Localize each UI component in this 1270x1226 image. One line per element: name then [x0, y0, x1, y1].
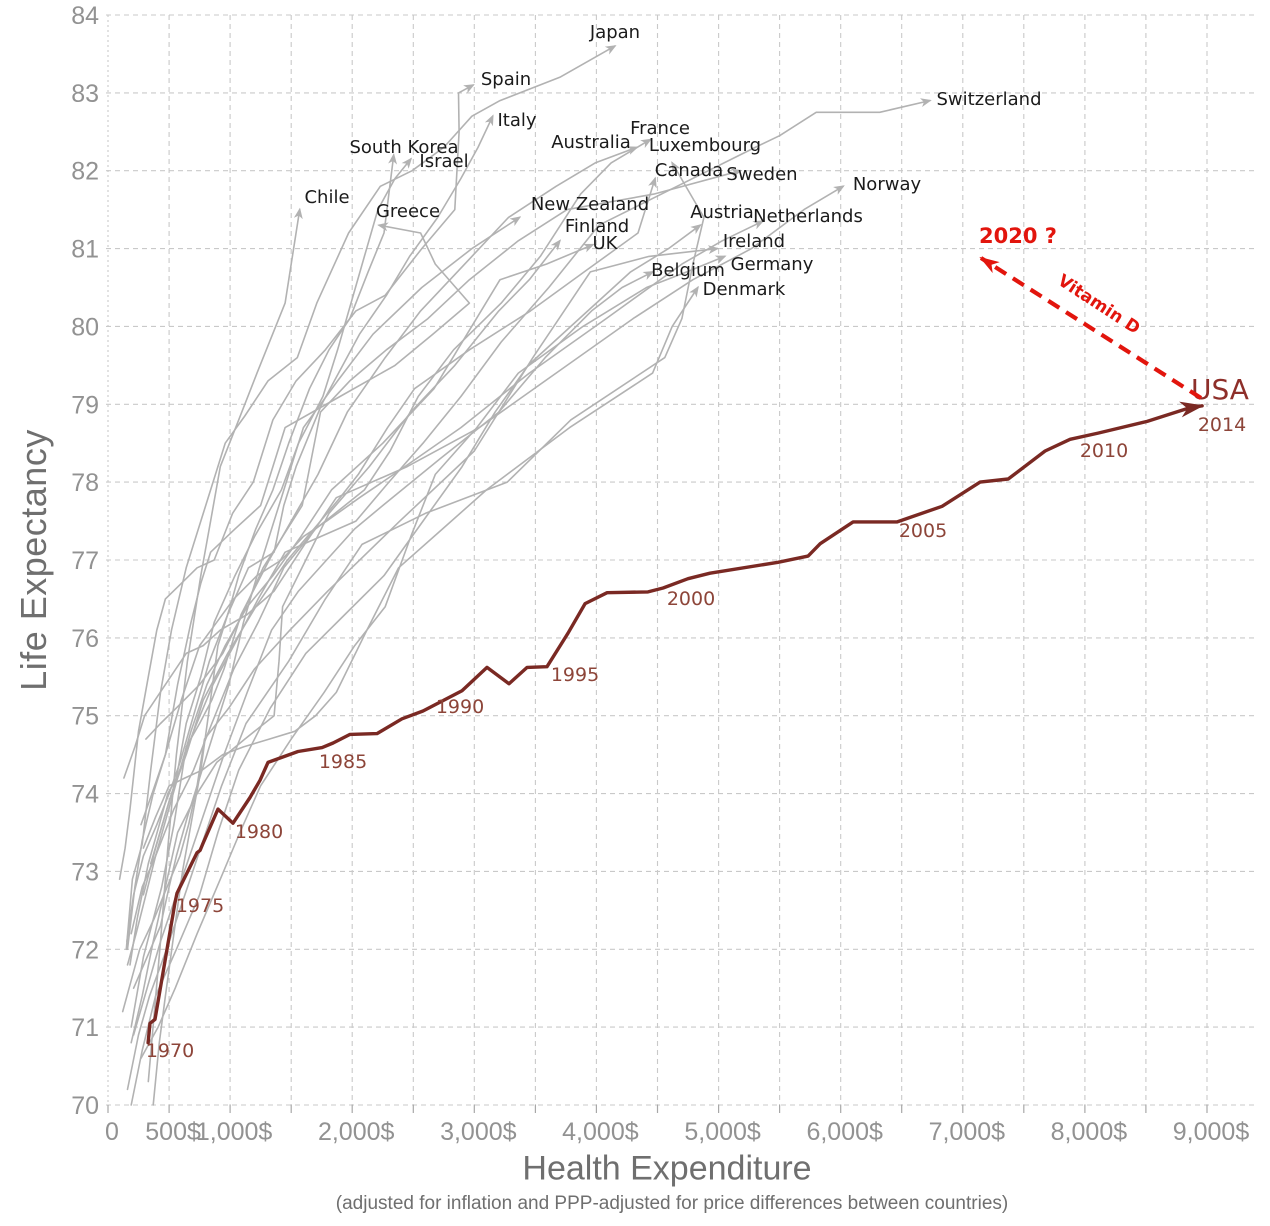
series-line-austria — [130, 224, 702, 1106]
country-label-australia: Australia — [551, 132, 631, 153]
y-tick-label-73: 73 — [71, 858, 99, 886]
y-axis-title: Life Expectancy — [13, 429, 54, 691]
series-line-israel — [129, 157, 413, 966]
x-tick-label-3000: 3,000$ — [440, 1118, 517, 1146]
country-label-denmark: Denmark — [703, 279, 786, 300]
annotation-arrow — [979, 256, 1203, 400]
country-label-south-korea: South Korea — [349, 137, 458, 158]
y-tick-label-80: 80 — [71, 313, 99, 341]
series-line-germany — [140, 255, 727, 1060]
country-label-france: France — [630, 118, 690, 139]
series-line-canada — [142, 176, 657, 896]
y-tick-label-79: 79 — [71, 391, 99, 419]
series-line-sweden — [145, 168, 743, 740]
country-label-netherlands: Netherlands — [753, 206, 863, 227]
y-tick-label-70: 70 — [71, 1092, 99, 1120]
y-tick-label-75: 75 — [71, 703, 99, 731]
country-label-belgium: Belgium — [651, 260, 725, 281]
annotation-label-vitamin-d: Vitamin D — [1054, 271, 1144, 339]
series-line-switzerland — [149, 98, 932, 865]
x-tick-label-5000: 5,000$ — [684, 1118, 761, 1146]
annotation-label-2020: 2020 ? — [979, 224, 1057, 248]
series-line-netherlands — [140, 220, 765, 826]
x-tick-label-500: 500$ — [145, 1118, 201, 1146]
country-label-ireland: Ireland — [723, 231, 785, 252]
country-label-canada: Canada — [655, 160, 724, 181]
x-tick-label-0: 0 — [105, 1118, 119, 1146]
series-line-finland — [130, 239, 562, 1044]
series-line-denmark — [142, 285, 699, 849]
series-line-greece — [126, 222, 471, 951]
y-tick-label-78: 78 — [71, 469, 99, 497]
country-label-italy: Italy — [497, 110, 536, 131]
country-label-uk: UK — [593, 233, 619, 254]
y-tick-label-84: 84 — [71, 2, 99, 30]
x-tick-label-2000: 2,000$ — [318, 1118, 395, 1146]
series-line-japan — [125, 45, 617, 951]
x-axis-title: Health Expenditure — [522, 1149, 812, 1188]
x-tick-label-7000: 7,000$ — [929, 1118, 1006, 1146]
country-label-japan: Japan — [589, 22, 640, 43]
x-tick-label-4000: 4,000$ — [562, 1118, 639, 1146]
x-tick-label-1000: 1,000$ — [196, 1118, 273, 1146]
y-tick-label-74: 74 — [71, 781, 99, 809]
country-label-chile: Chile — [304, 187, 349, 208]
usa-country-label: USA — [1191, 373, 1249, 406]
usa-year-label-2005: 2005 — [899, 520, 947, 542]
usa-year-label-2014: 2014 — [1198, 414, 1246, 436]
usa-year-label-1975: 1975 — [176, 895, 224, 917]
y-tick-label-72: 72 — [71, 936, 99, 964]
country-label-new-zealand: New Zealand — [531, 194, 649, 215]
series-line-belgium — [132, 270, 655, 1036]
country-label-israel: Israel — [419, 151, 468, 172]
series-line-norway — [123, 185, 845, 779]
country-label-germany: Germany — [731, 254, 814, 275]
usa-year-label-1995: 1995 — [551, 664, 599, 686]
x-tick-label-9000: 9,000$ — [1173, 1118, 1250, 1146]
country-label-sweden: Sweden — [726, 164, 797, 185]
country-label-finland: Finland — [565, 216, 629, 237]
usa-year-label-1985: 1985 — [319, 751, 367, 773]
x-tick-label-6000: 6,000$ — [806, 1118, 883, 1146]
series-line-new-zealand — [132, 216, 522, 990]
y-tick-label-82: 82 — [71, 158, 99, 186]
country-label-austria: Austria — [690, 202, 754, 223]
usa-year-label-2000: 2000 — [667, 588, 715, 610]
series-line-usa — [146, 401, 1205, 1045]
y-tick-label-83: 83 — [71, 80, 99, 108]
x-tick-label-8000: 8,000$ — [1051, 1118, 1128, 1146]
country-label-luxembourg: Luxembourg — [649, 135, 761, 156]
usa-year-label-1970: 1970 — [146, 1040, 194, 1062]
y-tick-label-81: 81 — [71, 236, 99, 264]
series-line-spain — [118, 84, 475, 881]
usa-year-label-1990: 1990 — [436, 696, 484, 718]
country-label-norway: Norway — [853, 174, 922, 195]
x-axis-subtitle: (adjusted for inflation and PPP-adjusted… — [335, 1193, 1009, 1214]
country-label-spain: Spain — [481, 69, 531, 90]
y-tick-label-71: 71 — [71, 1014, 99, 1042]
series-line-italy — [126, 114, 494, 943]
usa-year-label-2010: 2010 — [1080, 440, 1128, 462]
series-line-uk — [126, 243, 595, 966]
series-line-ireland — [121, 245, 720, 1013]
country-label-switzerland: Switzerland — [937, 89, 1042, 110]
y-tick-label-77: 77 — [71, 547, 99, 575]
y-tick-label-76: 76 — [71, 625, 99, 653]
country-label-greece: Greece — [376, 201, 440, 222]
usa-year-label-1980: 1980 — [235, 821, 283, 843]
